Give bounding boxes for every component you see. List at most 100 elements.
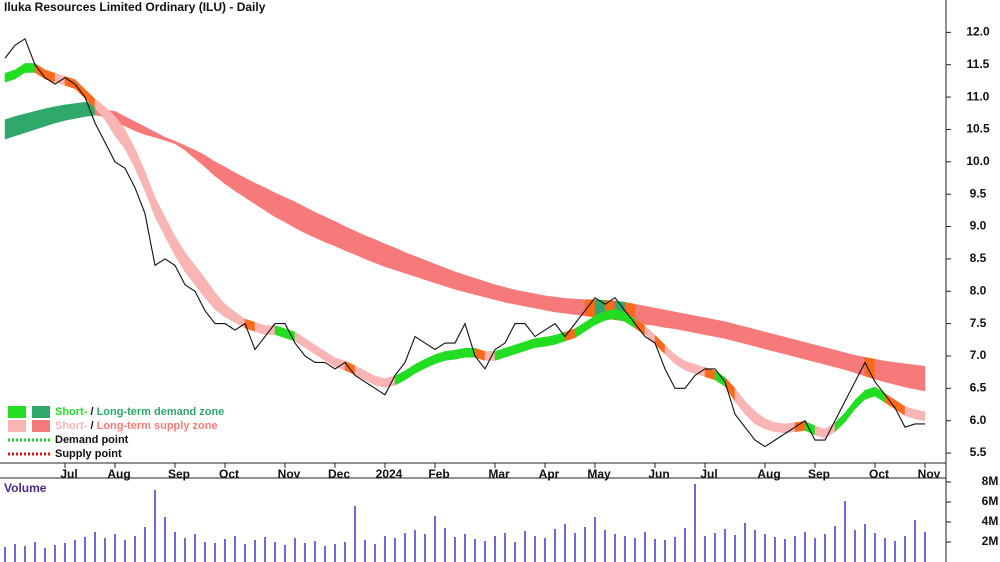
band-segment [814, 344, 826, 365]
band-segment [734, 387, 746, 415]
band-segment [414, 358, 426, 374]
volume-bar [744, 523, 746, 562]
band-segment [574, 321, 586, 339]
volume-bar [44, 548, 46, 562]
band-segment [854, 389, 866, 410]
y-tick-label: 7.0 [970, 348, 987, 362]
legend-text: Demand point [55, 434, 129, 446]
volume-bar [204, 542, 206, 562]
volume-bar [144, 527, 146, 562]
band-segment [4, 116, 16, 140]
band-segment [164, 216, 176, 256]
band-segment [204, 154, 216, 177]
volume-bar [554, 529, 556, 562]
volume-bar [24, 546, 26, 562]
band-segment [434, 263, 446, 287]
band-segment [464, 274, 476, 295]
band-segment [494, 347, 506, 361]
band-segment [514, 341, 526, 355]
volume-bar [74, 540, 76, 562]
band-segment [644, 305, 656, 326]
volume-bar [94, 532, 96, 562]
volume-bar [114, 534, 116, 562]
volume-bar [524, 531, 526, 562]
band-segment [264, 187, 276, 218]
x-tick-label: Feb [428, 467, 449, 481]
volume-bar [404, 533, 406, 562]
volume-bar [694, 484, 696, 562]
band-segment [904, 406, 916, 420]
volume-bar [534, 536, 536, 562]
x-tick-label: Mar [488, 467, 510, 481]
volume-bar [274, 542, 276, 562]
legend-part: / [87, 406, 96, 418]
x-tick-label: May [587, 467, 611, 481]
band-segment [664, 344, 676, 365]
band-segment [54, 104, 66, 124]
band-segment [744, 326, 756, 347]
volume-bar [764, 534, 766, 562]
volume-bar [254, 540, 256, 562]
volume-bar [544, 538, 546, 562]
volume-bar [644, 532, 646, 562]
volume-bar [224, 539, 226, 562]
volume-bar [234, 536, 236, 562]
volume-bar [354, 506, 356, 562]
volume-bar [814, 538, 816, 562]
band-segment [754, 410, 766, 430]
band-segment [764, 418, 776, 433]
volume-label: Volume [4, 481, 47, 495]
band-segment [244, 177, 256, 205]
volume-bar [334, 544, 336, 562]
band-segment [214, 291, 226, 318]
band-segment [194, 149, 206, 168]
volume-bar [734, 535, 736, 562]
volume-bar [774, 537, 776, 562]
y-tick-label: 11.5 [967, 57, 990, 71]
band-segment [254, 182, 266, 211]
volume-bar [84, 537, 86, 562]
band-segment [134, 121, 146, 135]
band-segment [184, 145, 196, 160]
band-segment [764, 331, 776, 352]
band-segment [684, 360, 696, 374]
y-tick-label: 12.0 [966, 25, 990, 39]
volume-bar [824, 534, 826, 562]
band-segment [344, 226, 356, 255]
legend-text: Supply point [55, 448, 122, 460]
volume-bar [614, 534, 616, 562]
price-line [4, 38, 925, 448]
band-segment [714, 370, 726, 387]
y-tick-label: 11.0 [967, 89, 990, 103]
band-segment [14, 113, 26, 137]
volume-bar [134, 536, 136, 562]
band-segment [774, 422, 786, 434]
band-segment [774, 334, 786, 355]
band-segment [304, 206, 316, 238]
band-segment [124, 116, 136, 132]
volume-bar [604, 530, 606, 562]
volume-bar [4, 547, 6, 562]
chart-title: Iluka Resources Limited Ordinary (ILU) -… [4, 0, 266, 14]
volume-bar [904, 536, 906, 562]
band-segment [64, 103, 76, 121]
legend-part: / [87, 420, 96, 432]
band-segment [514, 289, 526, 307]
band-segment [44, 106, 56, 127]
volume-bar [714, 533, 716, 562]
band-segment [834, 412, 846, 433]
volume-bar [474, 539, 476, 562]
band-segment [154, 197, 166, 237]
band-segment [754, 329, 766, 350]
band-segment [124, 129, 136, 169]
band-segment [904, 363, 916, 390]
band-segment [324, 216, 336, 247]
band-segment [844, 399, 856, 423]
volume-bar [484, 541, 486, 562]
volume-bar [494, 536, 496, 562]
band-segment [24, 63, 36, 73]
band-segment [844, 352, 856, 374]
band-segment [654, 307, 666, 328]
band-segment [194, 264, 206, 299]
legend-part: Short- [55, 420, 88, 432]
